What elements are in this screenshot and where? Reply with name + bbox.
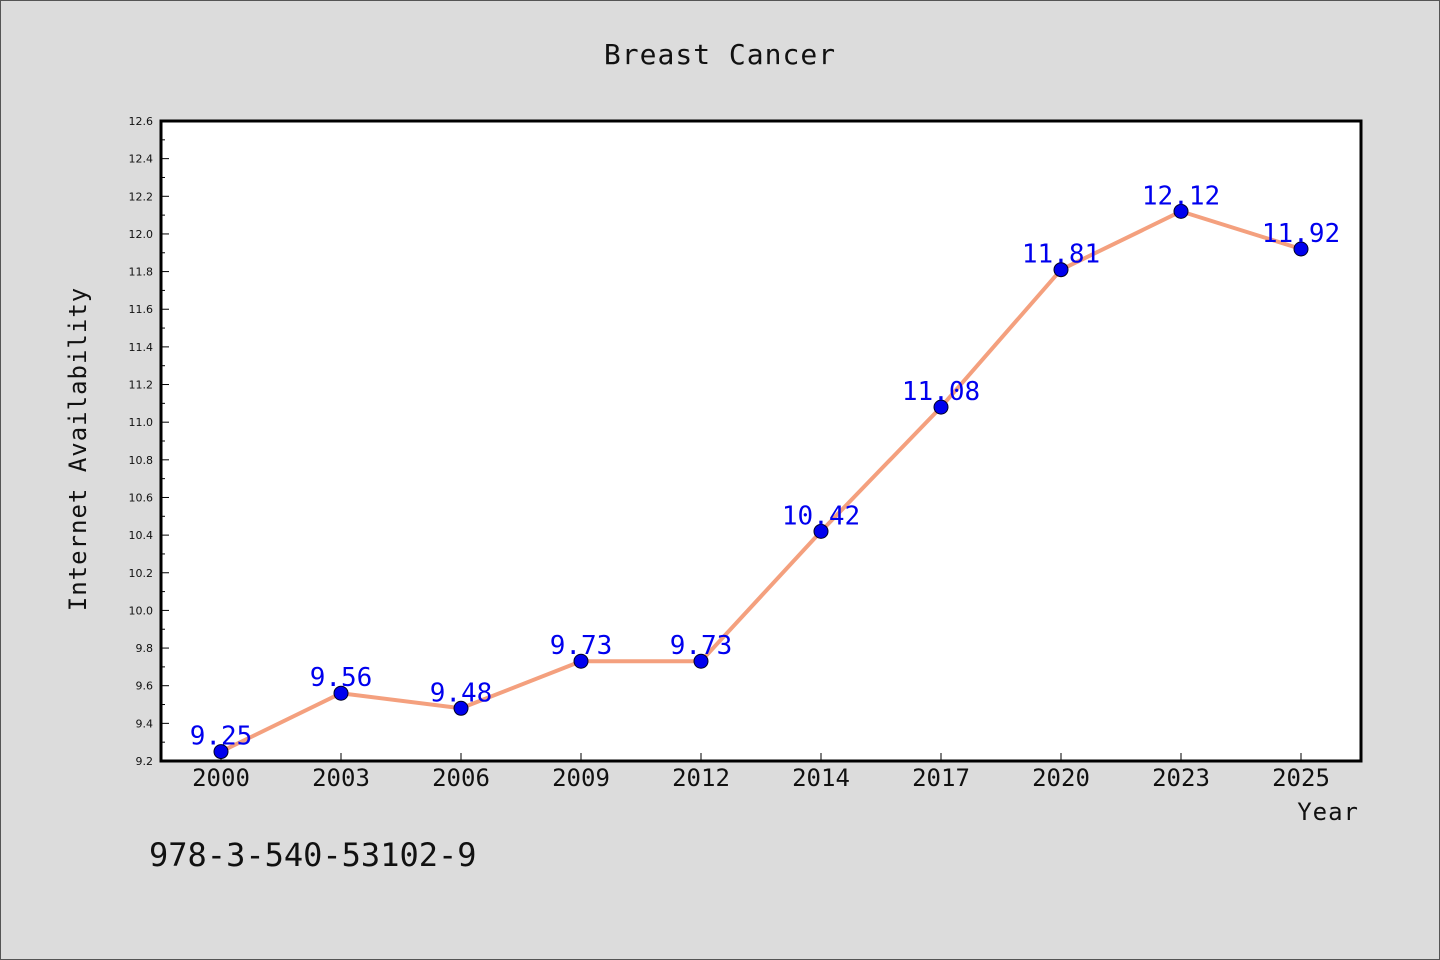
data-label: 9.56	[310, 663, 373, 693]
y-tick-label: 10.4	[129, 529, 154, 542]
data-point	[333, 685, 349, 701]
data-label: 12.12	[1142, 181, 1220, 211]
y-tick-label: 9.2	[136, 755, 154, 768]
x-tick-label: 2003	[312, 764, 370, 792]
y-tick-label: 12.2	[129, 190, 154, 203]
data-label: 9.25	[190, 722, 253, 752]
y-tick-label: 11.6	[129, 303, 154, 316]
series-line	[220, 209, 1302, 754]
y-axis-ticks: 9.2 9.4 9.6 9.8 10.0 10.2 10.4 10.6 10.8 11.0 11.2…	[129, 115, 169, 768]
data-points	[213, 203, 1309, 760]
data-point	[573, 653, 589, 669]
y-tick-label: 11.0	[129, 416, 154, 429]
x-tick-label: 2023	[1152, 764, 1210, 792]
plot-area	[159, 119, 1363, 763]
x-tick-label: 2020	[1032, 764, 1090, 792]
y-tick-label: 10.6	[129, 491, 154, 504]
y-tick-label: 11.4	[129, 341, 154, 354]
data-point	[1293, 241, 1309, 257]
x-tick-label: 2025	[1272, 764, 1330, 792]
y-axis-label: Internet Availability	[64, 287, 92, 611]
x-tick-label: 2014	[792, 764, 850, 792]
x-tick-label: 2000	[192, 764, 250, 792]
y-tick-label: 10.0	[129, 604, 154, 617]
isbn-footer: 978-3-540-53102-9	[149, 836, 477, 874]
x-tick-label: 2017	[912, 764, 970, 792]
y-tick-label: 10.2	[129, 567, 154, 580]
data-point	[1173, 203, 1189, 219]
data-label: 9.48	[430, 678, 493, 708]
data-label: 9.73	[670, 631, 733, 661]
data-point	[213, 744, 229, 760]
x-axis-ticks: 2000 2003 2006 2009 2012 2014 2017 2020 2023 2025	[192, 753, 1330, 792]
x-tick-label: 2006	[432, 764, 490, 792]
data-label: 9.73	[550, 631, 613, 661]
y-tick-label: 12.4	[129, 153, 154, 166]
y-tick-label: 12.6	[129, 115, 154, 128]
series-polyline	[220, 209, 1302, 754]
data-labels: 9.25 9.56 9.48 9.73 9.73 10.42 11.08 11.81 12.12…	[190, 181, 1340, 751]
data-label: 10.42	[782, 501, 860, 531]
data-point	[1053, 262, 1069, 278]
data-point	[453, 700, 469, 716]
x-tick-label: 2012	[672, 764, 730, 792]
data-label: 11.08	[902, 377, 980, 407]
y-tick-label: 9.8	[136, 642, 154, 655]
y-tick-label: 11.8	[129, 266, 154, 279]
data-point	[933, 399, 949, 415]
chart-title: Breast Cancer	[604, 38, 836, 71]
data-point	[813, 523, 829, 539]
data-label: 11.92	[1262, 219, 1340, 249]
y-tick-label: 10.8	[129, 454, 154, 467]
y-tick-label: 9.4	[136, 717, 154, 730]
data-label: 11.81	[1022, 240, 1100, 270]
x-axis-label: Year	[1297, 798, 1359, 826]
data-point	[693, 653, 709, 669]
y-tick-label: 9.6	[136, 680, 154, 693]
x-tick-label: 2009	[552, 764, 610, 792]
y-tick-label: 12.0	[129, 228, 154, 241]
y-tick-label: 11.2	[129, 379, 154, 392]
